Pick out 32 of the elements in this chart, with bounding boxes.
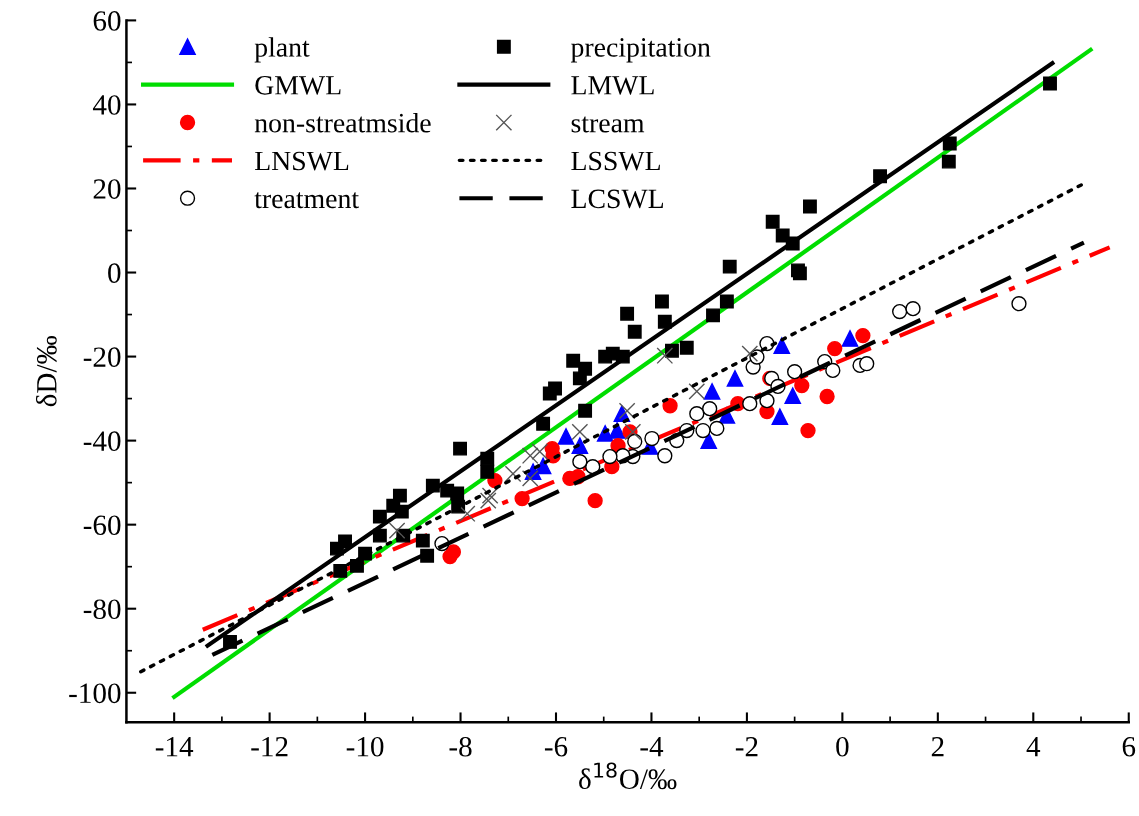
x-tick-label: -12 bbox=[251, 736, 288, 757]
x-tick-label: -10 bbox=[346, 736, 384, 757]
y-axis-title: δD/‰ bbox=[35, 335, 57, 407]
legend-label: precipitation bbox=[570, 38, 711, 63]
y-tick-label: 20 bbox=[93, 179, 121, 199]
legend-label: GMWL bbox=[255, 75, 341, 95]
legend-label: plant bbox=[254, 37, 310, 63]
y-tick-label: 40 bbox=[92, 95, 121, 115]
x-tick-label: 4 bbox=[1026, 737, 1041, 757]
legend-label: LSSWL bbox=[571, 151, 660, 171]
legend-label: LMWL bbox=[571, 76, 654, 95]
y-tick-label: 60 bbox=[93, 11, 121, 31]
x-tick-label: -14 bbox=[155, 737, 194, 757]
y-tick-label: -20 bbox=[83, 347, 121, 367]
x-tick-label: -4 bbox=[640, 737, 664, 757]
y-tick-label: 0 bbox=[108, 263, 121, 283]
legend-label: LNSWL bbox=[255, 151, 349, 171]
y-tick-label: -40 bbox=[83, 431, 121, 452]
x-axis-title: δ$^{18}$O/‰ bbox=[579, 762, 677, 790]
x-tick-label: -2 bbox=[735, 736, 758, 757]
x-tick-label: 0 bbox=[836, 736, 849, 757]
y-tick-label: -60 bbox=[83, 515, 121, 536]
x-tick-label: 2 bbox=[931, 736, 944, 757]
legend-label: LCSWL bbox=[571, 189, 663, 209]
x-tick-label: -6 bbox=[544, 736, 568, 757]
legend-label: stream bbox=[571, 116, 645, 133]
legend-label: non-streatmside bbox=[254, 112, 431, 133]
x-tick-label: 6 bbox=[1122, 736, 1136, 757]
legend-label: treatment bbox=[254, 192, 359, 209]
x-tick-label: -8 bbox=[449, 736, 472, 757]
y-tick-label: -80 bbox=[83, 599, 121, 620]
y-tick-label: -100 bbox=[69, 683, 121, 704]
